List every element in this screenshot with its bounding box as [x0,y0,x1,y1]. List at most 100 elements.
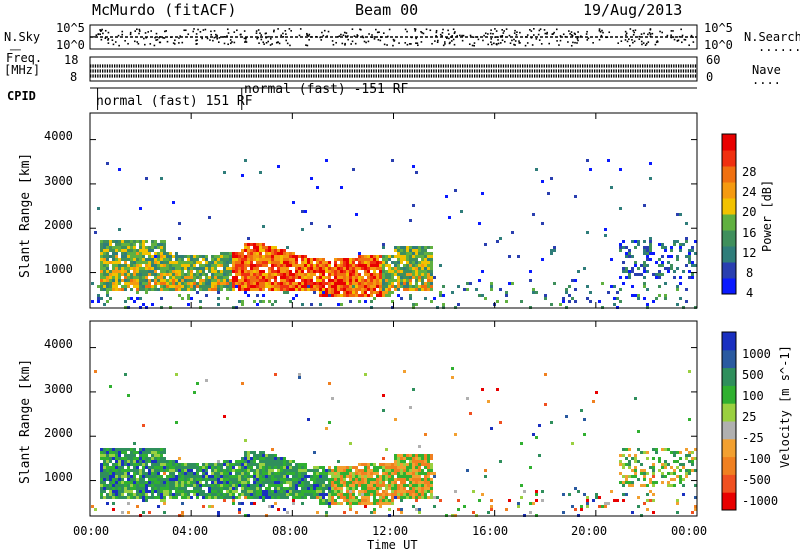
heatmap-cell [181,490,184,493]
noise-dot [368,33,370,35]
heatmap-cell [256,487,259,490]
heatmap-cell [673,460,676,463]
heatmap-cell [343,264,346,267]
heatmap-cell [370,490,373,493]
heatmap-cell [331,496,334,499]
heatmap-cell [430,457,433,460]
heatmap-cell [304,463,307,466]
heatmap-cell [241,282,244,285]
heatmap-cell [220,478,223,481]
heatmap-cell [388,499,391,502]
heatmap-cell [418,469,421,472]
heatmap-cell [679,481,682,484]
heatmap-cell [604,228,607,231]
heatmap-cell [508,282,511,285]
noise-dot [501,39,504,42]
heatmap-cell [331,294,334,297]
heatmap-cell [163,463,166,466]
heatmap-cell [214,478,217,481]
heatmap-cell [235,475,238,478]
heatmap-cell [286,261,289,264]
heatmap-cell [394,490,397,493]
noise-dot [592,41,594,44]
heatmap-cell [193,288,196,291]
heatmap-cell [259,484,262,487]
noise-dot [490,29,492,31]
heatmap-cell [646,246,649,249]
heatmap-cell [316,279,319,282]
heatmap-cell [112,469,115,472]
heatmap-cell [130,240,133,243]
heatmap-cell [643,240,646,243]
noise-dot [473,44,475,47]
heatmap-cell [367,276,370,279]
heatmap-cell [148,478,151,481]
heatmap-cell [217,261,220,264]
heatmap-cell [688,454,691,457]
heatmap-cell [406,264,409,267]
heatmap-cell [349,469,352,472]
heatmap-cell [202,267,205,270]
heatmap-cell [307,264,310,267]
heatmap-cell [361,285,364,288]
heatmap-cell [175,288,178,291]
heatmap-cell [226,273,229,276]
noise-dot [149,43,152,45]
heatmap-cell [118,460,121,463]
noise-dot [223,36,226,38]
heatmap-cell [652,300,655,303]
heatmap-cell [322,288,325,291]
heatmap-cell [292,282,295,285]
noise-dot [632,41,634,44]
heatmap-cell [187,463,190,466]
heatmap-cell [400,276,403,279]
heatmap-cell [370,282,373,285]
heatmap-cell [427,288,430,291]
heatmap-cell [682,463,685,466]
heatmap-cell [268,460,271,463]
heatmap-cell [106,300,109,303]
heatmap-cell [388,255,391,258]
heatmap-cell [211,469,214,472]
heatmap-cell [298,493,301,496]
heatmap-cell [430,466,433,469]
heatmap-cell [379,267,382,270]
heatmap-cell [571,505,574,508]
heatmap-cell [379,478,382,481]
heatmap-cell [364,472,367,475]
heatmap-cell [268,273,271,276]
heatmap-cell [316,475,319,478]
heatmap-cell [430,246,433,249]
heatmap-cell [340,270,343,273]
noise-dot [420,41,423,43]
noise-dot [342,34,345,37]
noise-dot [341,42,344,45]
heatmap-cell [310,267,313,270]
power-cbar-tick-12: 12 [742,246,757,260]
noise-dot [393,39,396,42]
heatmap-cell [385,475,388,478]
heatmap-cell [160,270,163,273]
heatmap-cell [376,255,379,258]
heatmap-cell [679,297,682,300]
heatmap-cell [415,481,418,484]
heatmap-cell [430,300,433,303]
heatmap-cell [370,484,373,487]
heatmap-cell [160,279,163,282]
heatmap-cell [142,276,145,279]
heatmap-cell [373,490,376,493]
heatmap-cell [376,264,379,267]
heatmap-cell [259,261,262,264]
heatmap-cell [358,463,361,466]
heatmap-cell [364,496,367,499]
heatmap-cell [166,282,169,285]
heatmap-cell [430,469,433,472]
heatmap-cell [400,472,403,475]
heatmap-cell [124,484,127,487]
heatmap-cell [610,186,613,189]
heatmap-cell [226,279,229,282]
heatmap-cell [232,276,235,279]
noise-dot [255,30,258,32]
heatmap-cell [136,249,139,252]
heatmap-cell [568,294,571,297]
